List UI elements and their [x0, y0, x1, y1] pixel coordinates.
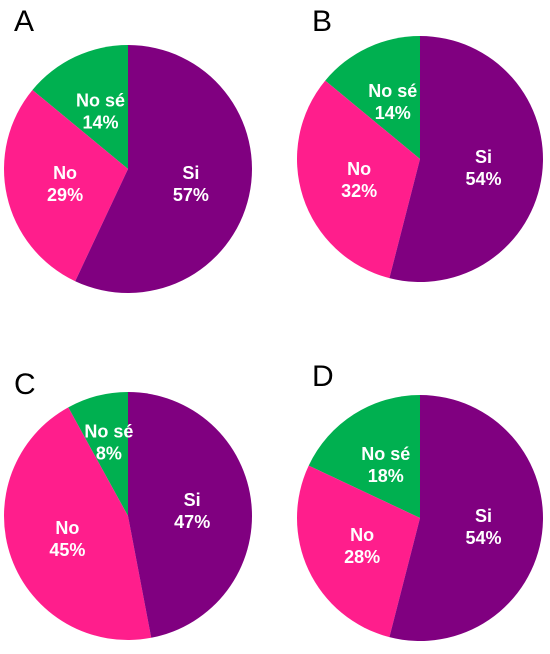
pie-a-label-value-si: 57% [173, 185, 209, 205]
pie-d-label-name-si: Si [475, 506, 492, 526]
pie-b-label-no-se: No sé 14% [368, 81, 417, 123]
pie-b-label-name-no: No [347, 159, 371, 179]
pie-d-label-name-no-se: No sé [361, 444, 410, 464]
pie-a-slice-no [3, 89, 129, 282]
pie-c-label-si: Si 47% [174, 490, 210, 532]
pie-panel-b: B Si 54% No 32% No sé 14% [296, 5, 543, 282]
pie-c-slice-si [128, 392, 252, 638]
pie-b-slice-no-se [325, 36, 420, 159]
pie-a-slice-si [75, 45, 252, 293]
pie-a-label-name-si: Si [182, 163, 199, 183]
pie-c-label-value-no-se: 8% [96, 444, 122, 464]
pie-a-label-si: Si 57% [173, 163, 209, 205]
pie-a-label-no-se: No sé 14% [76, 91, 125, 133]
pie-d-label-value-no-se: 18% [368, 466, 404, 486]
pie-a-label-value-no-se: 14% [83, 113, 119, 133]
pie-d-slice-no [297, 465, 420, 638]
pie-b-label-value-si: 54% [465, 169, 501, 189]
panel-letter-d: D [312, 360, 334, 393]
panel-letter-c: C [14, 368, 36, 401]
pie-a-label-name-no-se: No sé [76, 91, 125, 111]
pie-a-label-name-no: No [53, 163, 77, 183]
pie-b-slice-no [296, 80, 420, 279]
pie-a-label-no: No 29% [47, 163, 83, 205]
pie-c-label-name-no: No [55, 518, 79, 538]
pie-b-label-no: No 32% [341, 159, 377, 201]
pie-c-label-no-se: No sé 8% [84, 422, 133, 464]
panel-letter-b: B [312, 5, 332, 38]
pie-d-label-value-no: 28% [344, 547, 380, 567]
pie-b-label-name-si: Si [475, 147, 492, 167]
pie-c-label-value-si: 47% [174, 512, 210, 532]
pie-a-label-value-no: 29% [47, 185, 83, 205]
pie-panel-a: A Si 57% No 29% No sé 14% [3, 5, 252, 293]
pie-d-label-no-se: No sé 18% [361, 444, 410, 486]
pie-c-label-name-si: Si [184, 490, 201, 510]
pie-a-slice-no-se [32, 45, 128, 169]
pie-b-slice-si [389, 36, 543, 282]
pie-d-slice-no-se [308, 395, 420, 518]
pie-c-label-name-no-se: No sé [84, 422, 133, 442]
pie-b-label-name-no-se: No sé [368, 81, 417, 101]
panel-letter-a: A [14, 5, 34, 38]
pie-d-label-no: No 28% [344, 525, 380, 567]
pie-d-label-value-si: 54% [465, 528, 501, 548]
pie-d-label-si: Si 54% [465, 506, 501, 548]
pie-b-label-value-no-se: 14% [375, 103, 411, 123]
pie-c-slice-no [4, 407, 152, 640]
pie-panel-c: C Si 47% No 45% No sé 8% [4, 368, 252, 640]
pie-panel-d: D Si 54% No 28% No sé 18% [297, 360, 543, 641]
pie-c-label-value-no: 45% [49, 540, 85, 560]
pie-c-slice-no-se [68, 392, 128, 516]
pie-b-label-si: Si 54% [465, 147, 501, 189]
pie-d-label-name-no: No [350, 525, 374, 545]
pie-c-label-no: No 45% [49, 518, 85, 560]
pie-d-slice-si [389, 395, 543, 641]
pie-b-label-value-no: 32% [341, 181, 377, 201]
